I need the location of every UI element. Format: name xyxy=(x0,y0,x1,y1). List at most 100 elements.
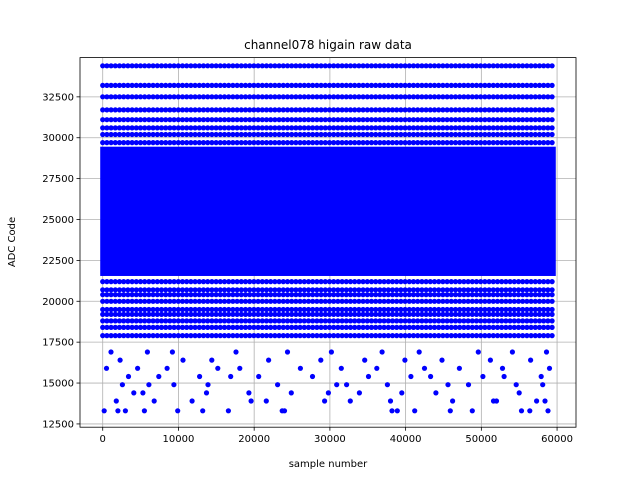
data-point xyxy=(314,298,320,304)
data-point xyxy=(423,324,429,330)
data-point xyxy=(473,318,480,324)
data-point xyxy=(410,94,417,100)
data-point xyxy=(352,94,358,100)
data-point xyxy=(171,82,177,88)
data-point xyxy=(247,125,253,131)
data-point xyxy=(196,324,202,330)
data-point xyxy=(486,82,492,88)
data-point xyxy=(440,298,446,304)
data-point xyxy=(116,306,123,313)
data-point xyxy=(179,107,186,113)
data-point xyxy=(381,63,387,69)
outlier-point xyxy=(328,349,334,355)
data-point xyxy=(276,287,282,293)
data-point xyxy=(398,324,404,330)
data-point xyxy=(175,298,181,304)
data-point xyxy=(217,94,223,100)
data-point xyxy=(221,82,228,88)
data-point xyxy=(268,94,274,100)
data-point xyxy=(352,279,358,285)
data-point xyxy=(268,287,274,293)
data-point xyxy=(339,311,345,317)
data-point xyxy=(146,117,152,123)
data-point xyxy=(301,117,307,123)
data-point xyxy=(318,107,324,113)
data-point xyxy=(406,279,412,285)
data-point xyxy=(234,82,240,88)
data-point xyxy=(171,140,177,146)
data-point xyxy=(499,287,505,293)
data-point xyxy=(234,140,240,146)
outlier-point xyxy=(428,373,434,380)
data-point xyxy=(259,324,265,330)
data-point xyxy=(389,324,396,330)
data-point xyxy=(100,287,106,293)
data-point xyxy=(179,292,186,298)
data-point xyxy=(515,140,522,146)
data-point xyxy=(322,324,328,330)
data-point xyxy=(146,82,152,88)
data-point xyxy=(196,94,202,100)
data-point xyxy=(461,131,467,138)
data-point xyxy=(100,131,106,138)
data-point xyxy=(196,63,202,69)
data-point xyxy=(352,318,358,324)
data-point xyxy=(116,287,123,293)
data-point xyxy=(221,287,228,293)
y-tick-label: 22500 xyxy=(42,256,74,267)
data-point xyxy=(440,63,446,69)
data-point xyxy=(163,107,169,113)
outlier-point xyxy=(356,390,362,396)
data-point xyxy=(125,94,131,100)
data-point xyxy=(335,140,341,146)
data-point xyxy=(133,82,139,88)
data-point xyxy=(200,117,207,123)
data-point xyxy=(310,94,316,100)
data-point xyxy=(192,82,198,88)
data-point xyxy=(507,107,513,113)
data-point xyxy=(541,82,547,88)
data-point xyxy=(158,324,165,330)
data-point xyxy=(293,333,299,339)
data-point xyxy=(373,306,379,313)
data-point xyxy=(133,287,139,293)
data-point xyxy=(213,82,219,88)
data-point xyxy=(205,131,211,138)
data-point xyxy=(368,306,375,313)
data-point xyxy=(255,131,261,138)
data-point xyxy=(179,140,186,146)
data-point xyxy=(507,63,513,69)
outlier-point xyxy=(545,408,551,414)
data-point xyxy=(167,140,173,146)
data-point xyxy=(104,94,110,100)
data-point xyxy=(301,82,307,88)
data-point xyxy=(297,298,303,304)
data-point xyxy=(116,324,123,330)
data-point xyxy=(293,292,299,298)
data-point xyxy=(163,82,169,88)
outlier-point xyxy=(513,382,519,388)
data-point xyxy=(360,107,366,113)
data-point xyxy=(263,298,270,304)
data-point xyxy=(499,324,505,330)
data-point xyxy=(297,324,303,330)
data-point xyxy=(473,107,480,113)
data-point xyxy=(213,311,219,317)
data-point xyxy=(276,324,282,330)
data-point xyxy=(507,117,513,123)
data-point xyxy=(448,287,454,293)
outlier-point xyxy=(389,408,395,414)
data-point xyxy=(364,107,370,113)
data-point xyxy=(263,94,270,100)
data-point xyxy=(444,298,450,304)
data-point xyxy=(209,287,215,293)
data-point xyxy=(184,82,190,88)
data-point xyxy=(104,82,110,88)
data-point xyxy=(230,125,236,131)
data-point xyxy=(335,292,341,298)
data-point xyxy=(322,63,328,69)
data-point xyxy=(478,63,484,69)
data-point xyxy=(486,298,492,304)
data-point xyxy=(347,311,354,317)
data-point xyxy=(121,292,127,298)
